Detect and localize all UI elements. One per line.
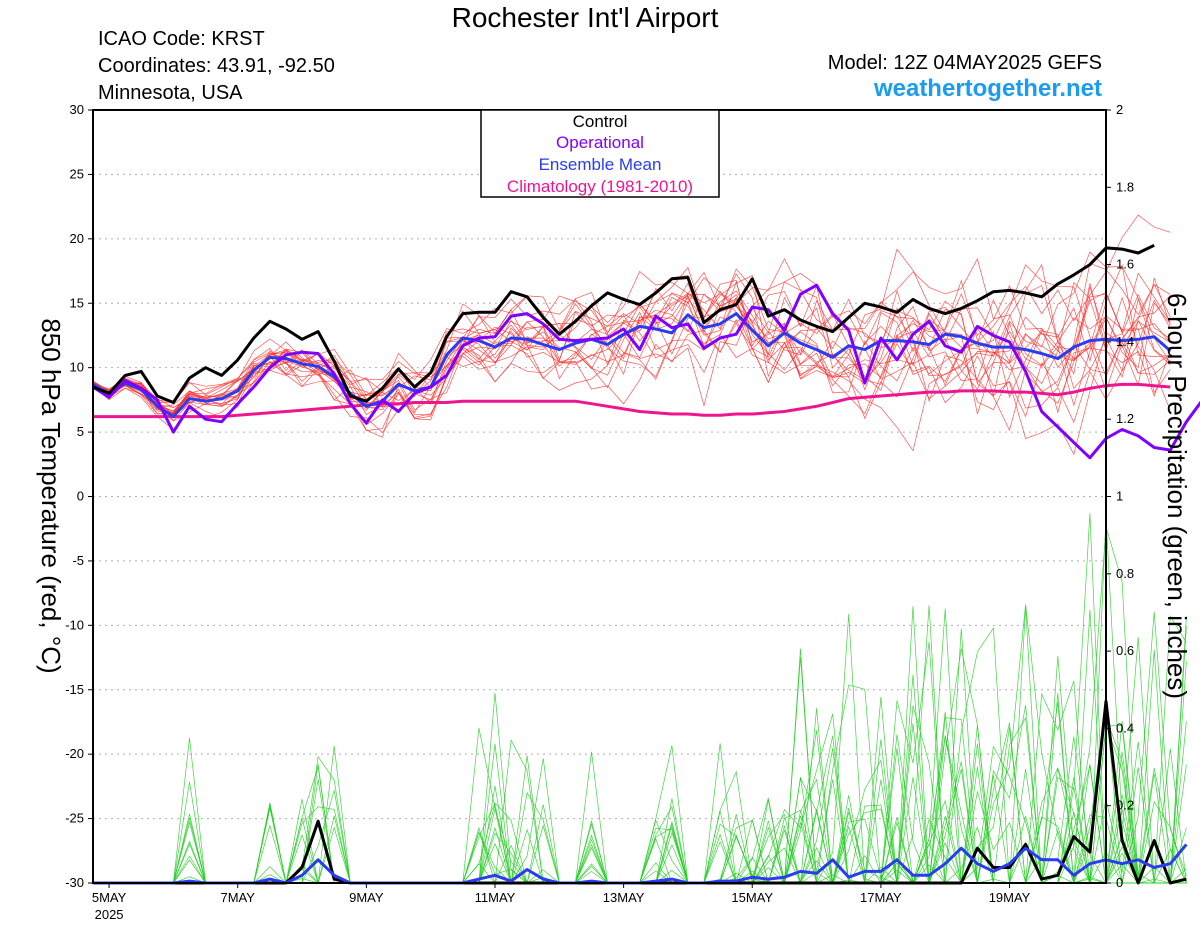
chart-title: Rochester Int'l Airport xyxy=(451,2,719,33)
y-left-tick-label: 25 xyxy=(70,166,84,181)
precip-member-line xyxy=(93,721,1187,884)
y-right-label: 6-hour Precipitation (green, inches) xyxy=(1162,293,1192,699)
temp-member-line xyxy=(92,258,1171,438)
precip-member-line xyxy=(93,713,1187,884)
y-left-tick-label: 10 xyxy=(70,360,84,375)
precip-member-line xyxy=(93,607,1187,884)
precip-member-line xyxy=(93,513,1187,885)
y-left-label: 850 hPa Temperature (red, °C) xyxy=(36,318,66,673)
temp-series-control xyxy=(92,243,1155,404)
x-tick-label: 7MAY xyxy=(220,890,255,905)
temp-series-climatology-1981-2010- xyxy=(93,382,1171,419)
precip-member-line xyxy=(93,606,1187,885)
y-left-tick-label: 5 xyxy=(77,424,84,439)
y-right-tick-label: 1.8 xyxy=(1116,179,1134,194)
precip-member-line xyxy=(93,605,1187,884)
y-right-tick-label: 0.8 xyxy=(1116,566,1134,581)
precip-member-line xyxy=(93,616,1187,885)
legend-ensemble-mean: Ensemble Mean xyxy=(539,155,662,174)
y-right-tick-label: 2 xyxy=(1116,102,1123,117)
coordinates: Coordinates: 43.91, -92.50 xyxy=(98,55,335,77)
legend-climatology: Climatology (1981-2010) xyxy=(507,177,693,196)
x-tick-label: 9MAY xyxy=(349,890,384,905)
y-right-tick-label: 0.4 xyxy=(1116,720,1134,735)
y-right-tick-label: 1 xyxy=(1116,489,1123,504)
y-left-tick-label: 30 xyxy=(70,102,84,117)
temp-series-ensemble-mean xyxy=(92,312,1172,419)
x-tick-label: 13MAY xyxy=(603,890,645,905)
x-tick-label: 5MAY xyxy=(92,890,127,905)
precip-member-line xyxy=(93,526,1187,885)
legend-box xyxy=(480,109,720,198)
y-left-tick-label: -10 xyxy=(65,617,84,632)
precip-member-line xyxy=(93,611,1187,885)
y-right-tick-label: 1.4 xyxy=(1116,334,1134,349)
icao-code: ICAO Code: KRST xyxy=(98,28,265,50)
ensemble-temp-members xyxy=(92,214,1171,456)
y-left-tick-label: -25 xyxy=(65,811,84,826)
y-right-tick-label: 0 xyxy=(1116,875,1123,890)
temp-member-line xyxy=(92,266,1171,456)
temp-member-line xyxy=(92,272,1171,418)
x-tick-label: 19MAY xyxy=(989,890,1031,905)
precip-member-line xyxy=(93,604,1187,885)
legend-control: Control xyxy=(573,112,628,131)
axes: 302520151050-5-10-15-20-25-3021.81.61.41… xyxy=(65,102,1134,922)
x-tick-label: 15MAY xyxy=(731,890,773,905)
precip-member-line xyxy=(93,609,1187,884)
temp-member-line xyxy=(92,271,1171,426)
y-left-tick-label: 20 xyxy=(70,231,84,246)
site-credit: weathertogether.net xyxy=(873,75,1102,102)
precip-member-line xyxy=(93,637,1187,884)
temp-member-line xyxy=(92,272,1171,415)
ensemble-precip-members xyxy=(93,513,1187,885)
y-right-tick-label: 1.2 xyxy=(1116,411,1134,426)
x-tick-year: 2025 xyxy=(95,907,124,922)
legend-operational: Operational xyxy=(556,133,644,152)
precip-series-ensemble-mean xyxy=(93,843,1188,885)
temp-member-line xyxy=(92,274,1171,431)
y-left-tick-label: -30 xyxy=(65,875,84,890)
y-right-tick-label: 0.6 xyxy=(1116,643,1134,658)
y-left-tick-label: -15 xyxy=(65,682,84,697)
precip-member-line xyxy=(93,614,1187,884)
temp-member-line xyxy=(92,284,1171,421)
y-left-tick-label: -20 xyxy=(65,746,84,761)
y-right-tick-label: 1.6 xyxy=(1116,257,1134,272)
temp-member-line xyxy=(92,214,1171,415)
location-state: Minnesota, USA xyxy=(98,82,243,104)
precip-member-line xyxy=(93,613,1187,885)
y-right-tick-label: 0.2 xyxy=(1116,798,1134,813)
model-run: Model: 12Z 04MAY2025 GEFS xyxy=(827,52,1102,74)
y-left-tick-label: 0 xyxy=(77,489,84,504)
temp-series-operational xyxy=(92,283,1200,460)
y-left-tick-label: -5 xyxy=(72,553,84,568)
y-left-tick-label: 15 xyxy=(70,295,84,310)
legend: Control Operational Ensemble Mean Climat… xyxy=(480,109,720,198)
grid xyxy=(93,173,1106,820)
x-tick-label: 11MAY xyxy=(475,890,516,905)
temp-member-line xyxy=(92,248,1171,418)
x-tick-label: 17MAY xyxy=(860,890,902,905)
